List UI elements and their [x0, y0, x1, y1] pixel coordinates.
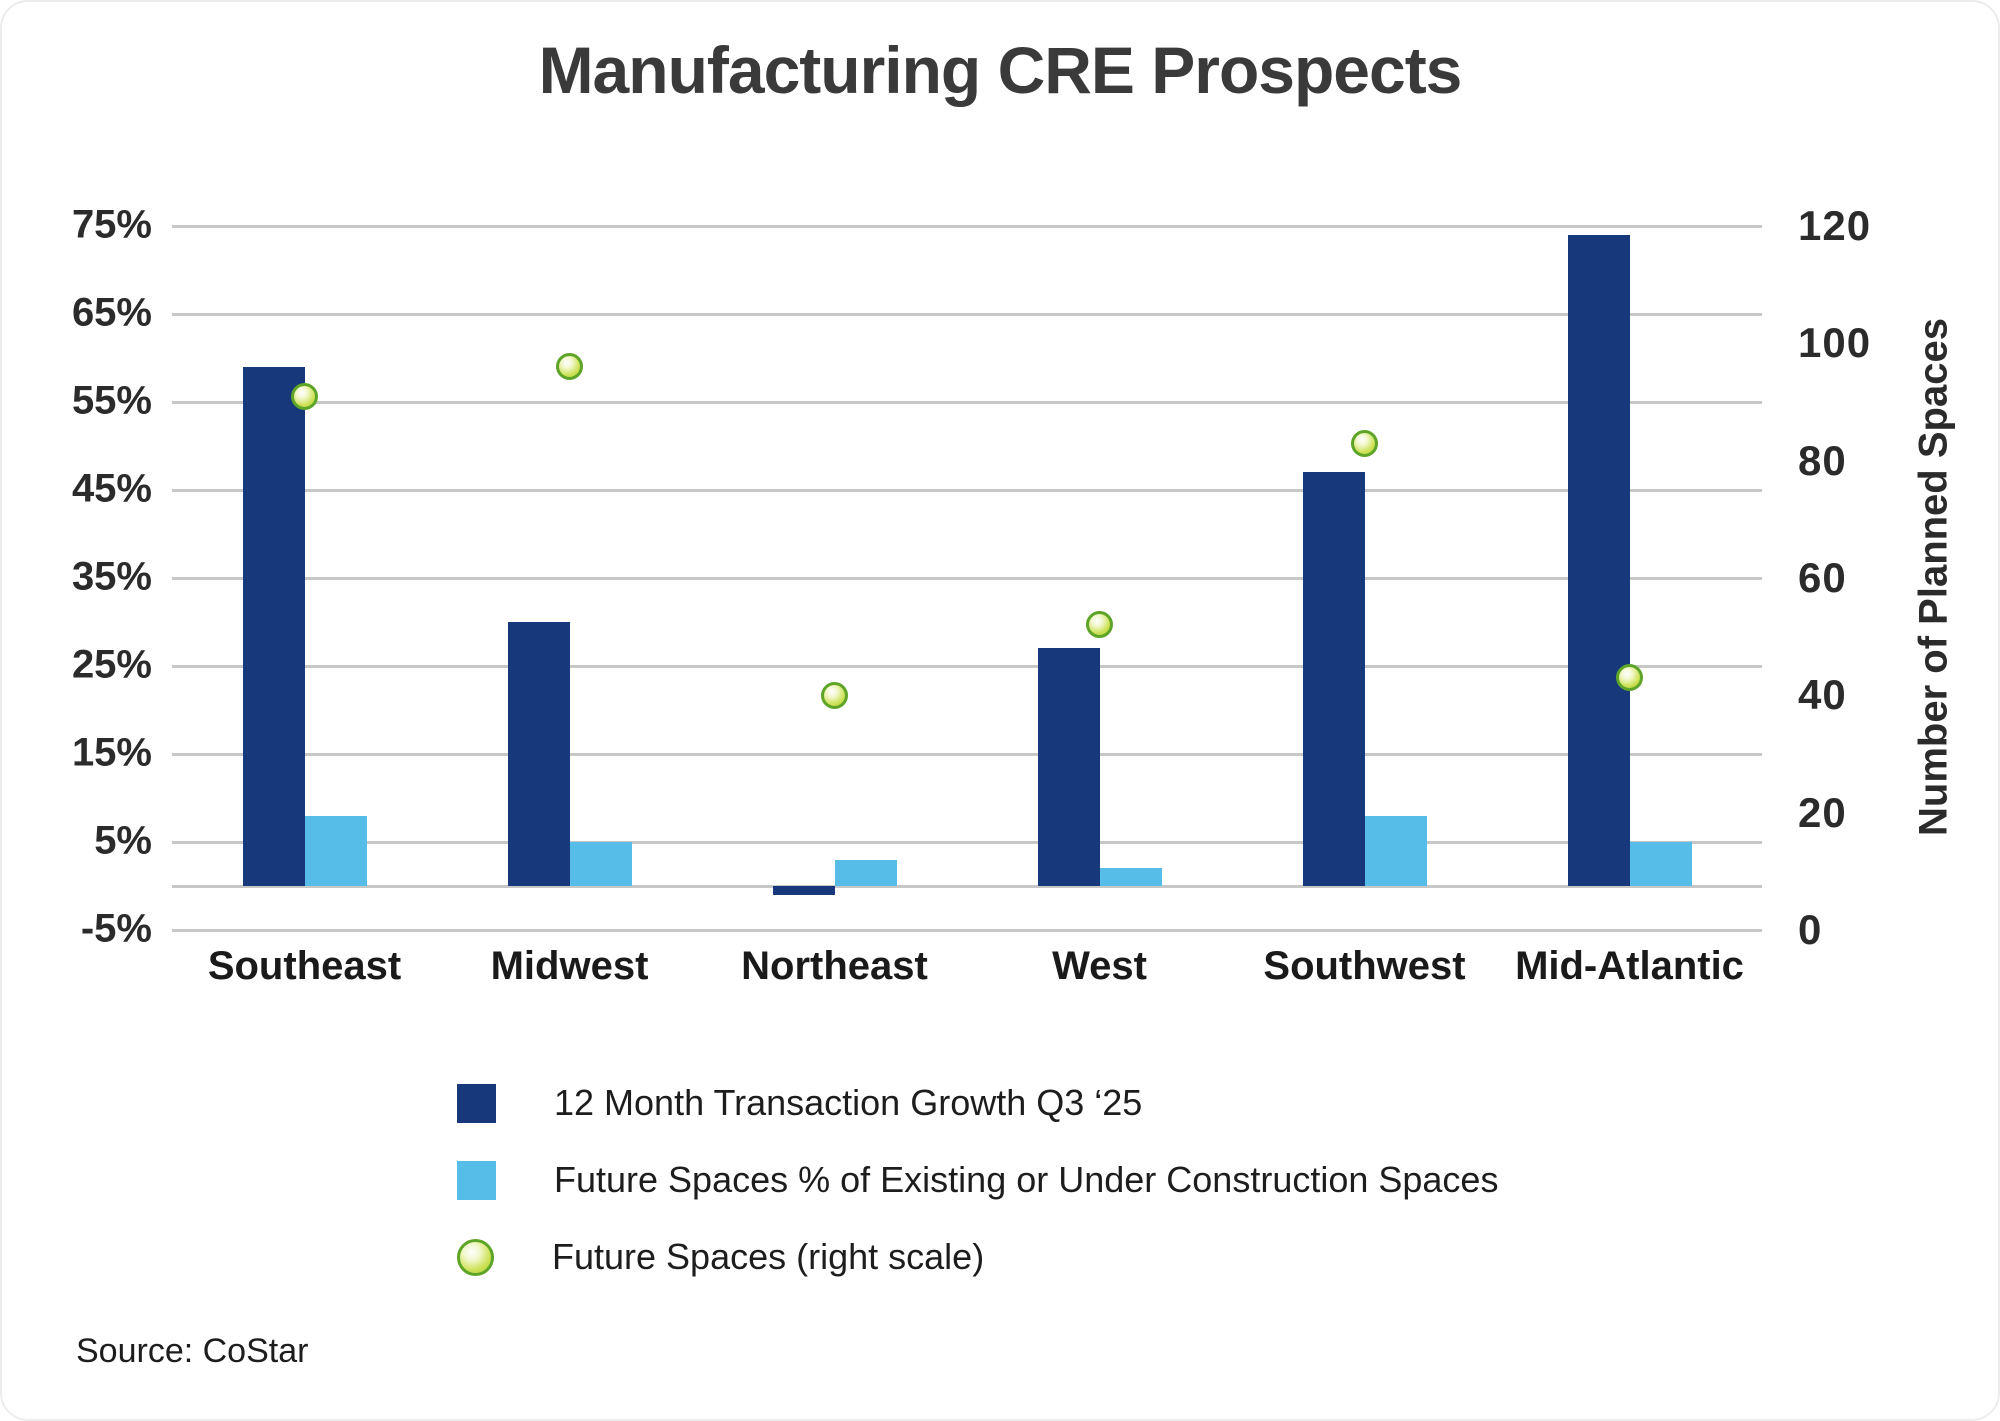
legend-item-future-spaces-pct: Future Spaces % of Existing or Under Con… — [457, 1159, 1498, 1201]
legend-label: Future Spaces % of Existing or Under Con… — [554, 1159, 1499, 1200]
right-axis-tick-label: 120 — [1798, 202, 1872, 249]
right-axis-tick-label: 0 — [1798, 906, 1823, 953]
gridline — [172, 928, 1762, 932]
bar-transaction-growth — [242, 366, 305, 886]
left-axis-tick-label: 65% — [71, 290, 152, 335]
bar-future-spaces-pct — [834, 859, 897, 886]
bar-future-spaces-pct — [1629, 842, 1692, 886]
legend-item-future-spaces: Future Spaces (right scale) — [457, 1236, 1498, 1278]
left-axis-tick-label: 5% — [94, 818, 152, 863]
category-label: West — [1052, 944, 1147, 988]
bar-transaction-growth — [772, 886, 835, 895]
legend-swatch-future-spaces-pct — [457, 1160, 496, 1200]
category-label: Southeast — [207, 944, 402, 988]
zero-axis-line — [172, 884, 1762, 888]
category-label: Southwest — [1263, 944, 1466, 988]
category-label: Mid-Atlantic — [1515, 944, 1744, 988]
bar-transaction-growth — [1567, 234, 1630, 886]
bar-future-spaces-pct — [569, 842, 632, 886]
legend-swatch-transaction-growth — [457, 1083, 496, 1123]
right-axis-tick-label: 80 — [1798, 436, 1847, 484]
gridline — [172, 840, 1762, 844]
dot-future-spaces — [556, 353, 583, 381]
bar-transaction-growth — [1302, 472, 1365, 886]
left-axis-tick-label: -5% — [80, 906, 152, 951]
legend-marker-future-spaces-icon — [457, 1238, 494, 1276]
right-axis-title: Number of Planned Spaces — [1911, 318, 1956, 836]
bar-future-spaces-pct — [304, 815, 367, 886]
dot-future-spaces — [291, 382, 318, 410]
dot-future-spaces — [1616, 664, 1643, 692]
legend-item-transaction-growth: 12 Month Transaction Growth Q3 ‘25 — [457, 1082, 1498, 1124]
category-label: Northeast — [741, 944, 928, 988]
gridline — [172, 664, 1762, 668]
bar-transaction-growth — [507, 622, 570, 886]
dot-future-spaces — [1351, 429, 1378, 457]
right-axis-tick-label: 40 — [1798, 671, 1847, 719]
right-axis-tick-label: 100 — [1798, 319, 1872, 367]
left-axis-tick-label: 35% — [71, 554, 152, 599]
right-axis-tick-label: 60 — [1798, 554, 1847, 601]
source-note: Source: CoStar — [76, 1332, 309, 1370]
left-axis-tick-label: 55% — [71, 378, 152, 423]
category-label: Midwest — [490, 944, 649, 988]
legend: 12 Month Transaction Growth Q3 ‘25 Futur… — [457, 1082, 1498, 1313]
gridline — [172, 312, 1762, 316]
bar-transaction-growth — [1037, 648, 1100, 886]
gridline — [172, 488, 1762, 492]
legend-label: 12 Month Transaction Growth Q3 ‘25 — [554, 1082, 1143, 1123]
left-axis-tick-label: 25% — [71, 642, 152, 687]
gridline — [172, 400, 1762, 404]
gridline — [172, 752, 1762, 756]
legend-label: Future Spaces (right scale) — [552, 1236, 985, 1277]
left-axis-tick-label: 75% — [71, 202, 152, 247]
bar-future-spaces-pct — [1099, 868, 1162, 886]
bar-future-spaces-pct — [1364, 815, 1427, 886]
gridline — [172, 576, 1762, 580]
gridline — [172, 224, 1762, 228]
right-axis-tick-label: 20 — [1798, 788, 1847, 836]
dot-future-spaces — [1086, 611, 1113, 639]
chart-title: Manufacturing CRE Prospects — [538, 33, 1463, 107]
left-axis-tick-label: 45% — [71, 466, 152, 511]
dot-future-spaces — [821, 681, 848, 709]
left-axis-tick-label: 15% — [71, 730, 152, 775]
